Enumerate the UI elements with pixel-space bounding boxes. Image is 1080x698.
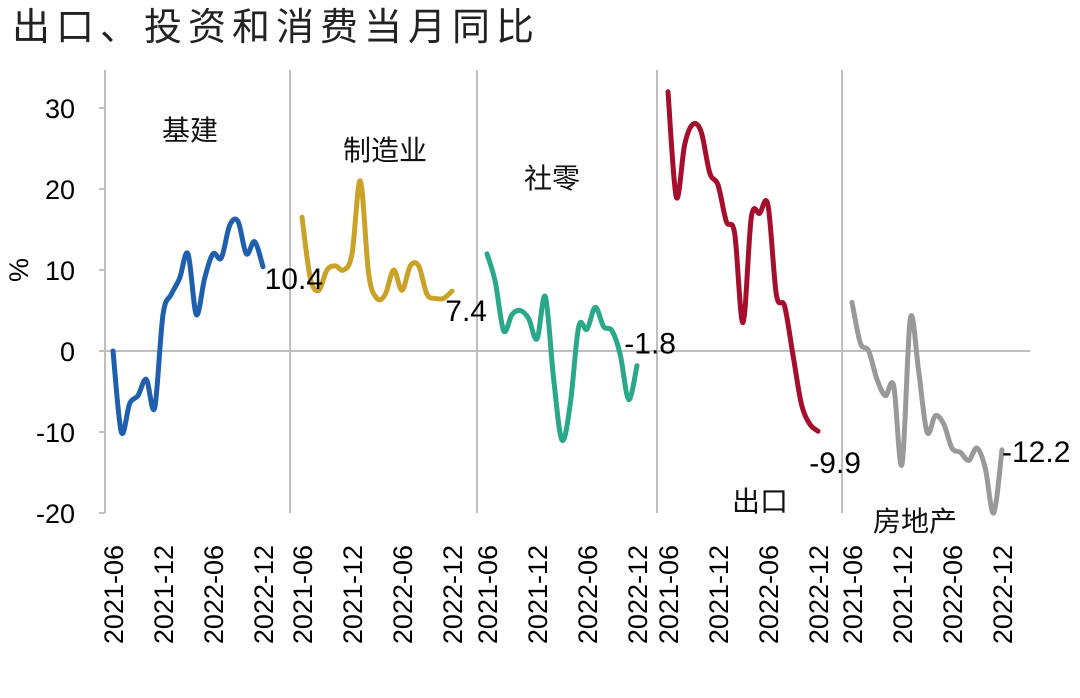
y-tick-label: 20	[45, 175, 75, 205]
x-tick-label: 2021-06	[473, 545, 503, 644]
x-tick-labels: 2021-06 2021-12 2022-06 2022-12 2021-06 2021-…	[99, 545, 1018, 644]
x-tick-label: 2021-12	[149, 545, 179, 644]
panel-label: 社零	[524, 162, 580, 195]
x-tick-label: 2022-06	[754, 545, 784, 644]
panel-separators	[289, 70, 843, 513]
x-tick-label: 2022-06	[199, 545, 229, 644]
series-line-1	[110, 216, 266, 437]
series-end-label: -1.8	[624, 328, 676, 361]
y-tick-label: 0	[60, 337, 75, 367]
x-tick-label: 2022-06	[573, 545, 603, 644]
y-axis: 30 20 10 0 -10 -20	[36, 70, 106, 529]
x-tick-label: 2022-06	[388, 545, 418, 644]
y-tick-label: 30	[45, 94, 75, 124]
series-line-4	[665, 89, 821, 434]
panel-label: 房地产	[873, 505, 957, 538]
x-tick-label: 2022-12	[804, 545, 834, 644]
y-axis-title: %	[4, 258, 34, 282]
x-tick-label: 2022-12	[988, 545, 1018, 644]
chart-title: 出口、投资和消费当月同比	[12, 5, 540, 49]
y-tick-label: -20	[36, 499, 75, 529]
x-tick-label: 2021-12	[704, 545, 734, 644]
series-end-label: -9.9	[809, 447, 861, 480]
x-tick-label: 2022-12	[623, 545, 653, 644]
x-tick-label: 2021-12	[888, 545, 918, 644]
x-tick-label: 2021-06	[99, 545, 129, 644]
panel-label: 制造业	[343, 134, 427, 167]
panel-label: 基建	[162, 114, 218, 147]
y-tick-label: 10	[45, 256, 75, 286]
x-tick-label: 2021-06	[838, 545, 868, 644]
x-tick-label: 2021-12	[338, 545, 368, 644]
x-tick-label: 2022-12	[249, 545, 279, 644]
series-end-label: 7.4	[445, 295, 487, 328]
x-tick-label: 2022-06	[938, 545, 968, 644]
x-tick-label: 2021-12	[523, 545, 553, 644]
series-end-label: -12.2	[1002, 436, 1070, 469]
series-line-5	[849, 299, 1005, 516]
series-line-3	[484, 251, 640, 443]
x-tick-label: 2022-12	[438, 545, 468, 644]
end-labels: 10.4 7.4 -1.8 -9.9 -12.2	[265, 263, 1071, 480]
y-tick-label: -10	[36, 418, 75, 448]
series-line-2	[299, 178, 455, 303]
series-group	[110, 89, 1005, 516]
panel-label: 出口	[732, 485, 788, 518]
x-tick-label: 2021-06	[288, 545, 318, 644]
x-tick-label: 2021-06	[654, 545, 684, 644]
series-end-label: 10.4	[265, 263, 323, 296]
